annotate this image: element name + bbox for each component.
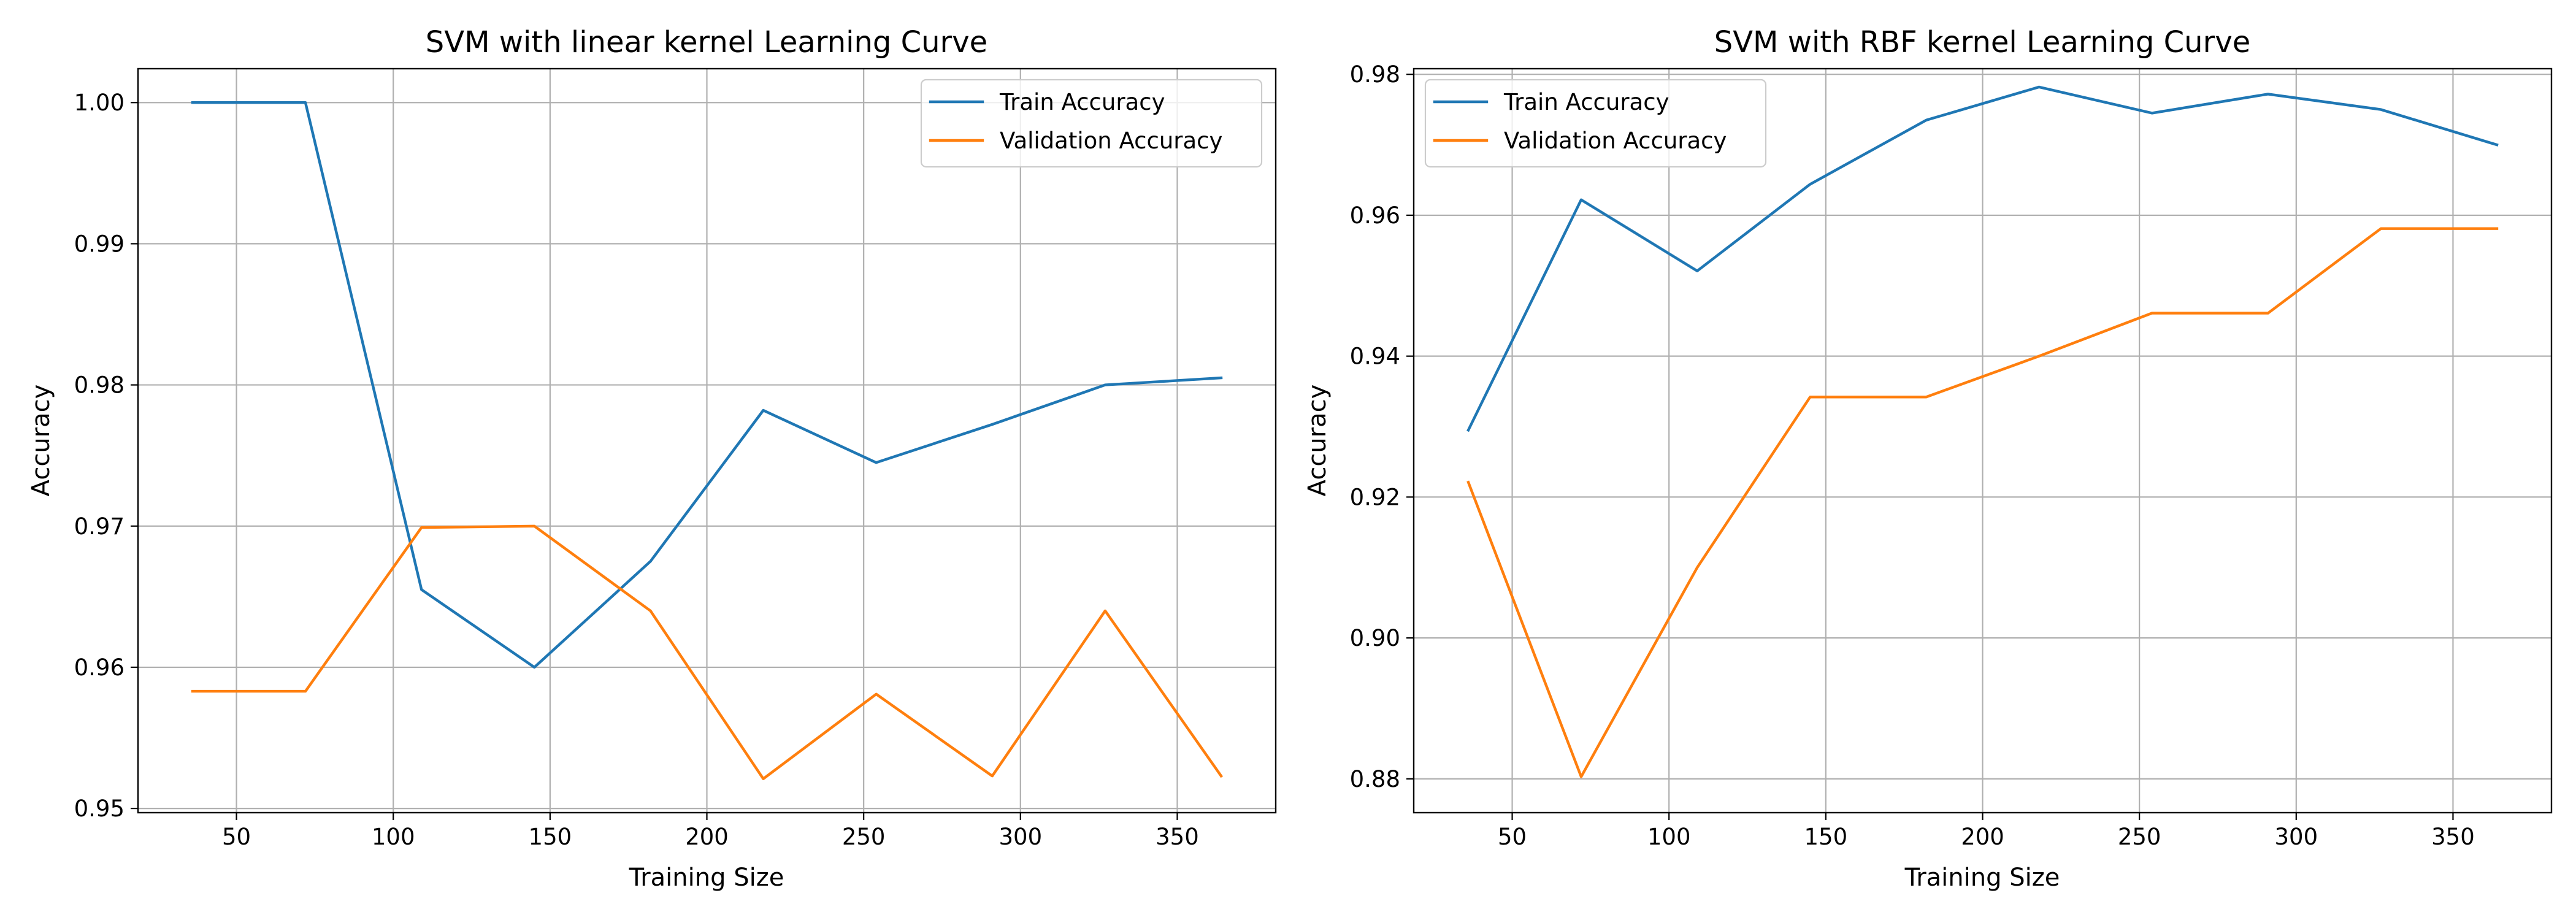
- series-line-validation-accuracy: [1466, 227, 2499, 778]
- x-tick-label: 300: [999, 824, 1042, 850]
- x-tick-label: 250: [842, 824, 886, 850]
- x-tick-label: 150: [1804, 824, 1848, 850]
- y-tick-label: 0.99: [74, 231, 125, 257]
- series-lines: [191, 101, 1224, 781]
- y-tick-label: 0.96: [1350, 202, 1400, 229]
- legend-box: [1424, 79, 1767, 168]
- y-tick-label: 0.88: [1350, 766, 1400, 792]
- grid-lines: [1414, 69, 2551, 813]
- x-tick-label: 200: [1961, 824, 2004, 850]
- x-tick-label: 350: [2431, 824, 2475, 850]
- x-tick-label: 50: [1498, 824, 1527, 850]
- y-tick-label: 0.97: [74, 513, 125, 540]
- y-tick-label: 0.92: [1350, 484, 1400, 510]
- x-tick-label: 250: [2118, 824, 2161, 850]
- x-tick-label: 350: [1156, 824, 1199, 850]
- chart-panel-linear: 50 100 150 200 250 300 350 0.95 0.96 0.97 0.98 0.99…: [27, 25, 1277, 892]
- x-tick-label: 300: [2274, 824, 2318, 850]
- y-axis-label: Accuracy: [27, 385, 55, 497]
- series-lines: [1466, 85, 2499, 778]
- y-tick-label: 0.94: [1350, 343, 1400, 370]
- grid-lines: [138, 69, 1276, 813]
- x-axis-label: Training Size: [629, 864, 784, 892]
- x-tick-label: 100: [372, 824, 415, 850]
- legend: Train Accuracy Validation Accuracy: [920, 79, 1263, 168]
- chart-title: SVM with linear kernel Learning Curve: [426, 25, 987, 59]
- series-line-validation-accuracy: [191, 524, 1224, 781]
- axis-ticks: 50 100 150 200 250 300 350 0.95 0.96 0.97 0.98 0.99…: [74, 90, 1199, 850]
- legend-box: [920, 79, 1263, 168]
- x-tick-label: 100: [1647, 824, 1691, 850]
- series-line-train-accuracy: [191, 101, 1223, 669]
- x-axis-label: Training Size: [1904, 864, 2060, 892]
- chart-title: SVM with RBF kernel Learning Curve: [1714, 25, 2251, 59]
- chart-panel-rbf: 50 100 150 200 250 300 350 0.88 0.90 0.92 0.94 0.96…: [1303, 25, 2553, 892]
- y-tick-label: 0.95: [74, 795, 125, 822]
- y-tick-label: 0.90: [1350, 625, 1400, 651]
- legend-label-validation: Validation Accuracy: [1504, 128, 1727, 154]
- legend-label-train: Train Accuracy: [999, 89, 1165, 115]
- legend-label-validation: Validation Accuracy: [1000, 128, 1222, 154]
- x-tick-label: 50: [222, 824, 251, 850]
- y-tick-label: 0.96: [74, 654, 125, 681]
- legend-label-train: Train Accuracy: [1503, 89, 1669, 115]
- y-tick-label: 1.00: [74, 90, 125, 116]
- x-tick-label: 150: [529, 824, 572, 850]
- axis-ticks: 50 100 150 200 250 300 350 0.88 0.90 0.92 0.94 0.96…: [1350, 61, 2475, 850]
- y-axis-label: Accuracy: [1303, 385, 1332, 497]
- legend: Train Accuracy Validation Accuracy: [1424, 79, 1767, 168]
- y-tick-label: 0.98: [74, 372, 125, 399]
- y-tick-label: 0.98: [1350, 61, 1400, 88]
- series-line-train-accuracy: [1466, 85, 2499, 432]
- x-tick-label: 200: [685, 824, 729, 850]
